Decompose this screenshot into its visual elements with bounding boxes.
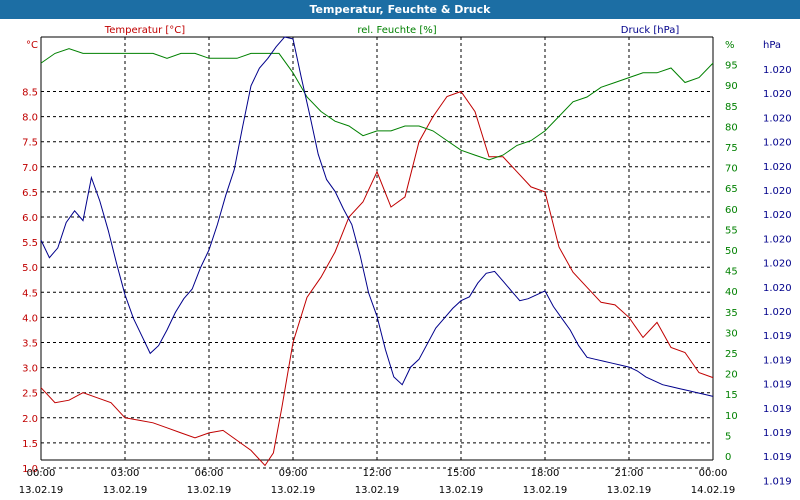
x-tick-date: 13.02.19 (523, 485, 568, 496)
pressure-tick-label: 1.020 (763, 65, 792, 76)
temperature-tick-label: 5.5 (22, 238, 38, 249)
pressure-tick-label: 1.020 (763, 283, 792, 294)
pressure-tick-label: 1.019 (763, 331, 792, 342)
x-tick-time: 15:00 (447, 468, 476, 479)
x-tick-date: 13.02.19 (103, 485, 148, 496)
temperature-tick-label: 6.0 (22, 213, 38, 224)
humidity-tick-label: % (725, 40, 735, 51)
pressure-tick-label: 1.020 (763, 113, 792, 124)
pressure-tick-label: 1.020 (763, 186, 792, 197)
pressure-tick-label: 1.020 (763, 89, 792, 100)
pressure-unit: hPa (763, 40, 781, 51)
humidity-tick-label: 75 (725, 143, 738, 154)
title-bar: Temperatur, Feuchte & Druck (0, 0, 800, 19)
axis-labels: Temperatur [°C] rel. Feuchte [%] Druck [hP… (19, 25, 792, 496)
humidity-tick-label: 35 (725, 308, 738, 319)
pressure-tick-label: 1.020 (763, 162, 792, 173)
humidity-tick-label: 70 (725, 164, 738, 175)
pressure-tick-label: 1.020 (763, 307, 792, 318)
pressure-tick-label: 1.020 (763, 138, 792, 149)
pressure-tick-label: 1.019 (763, 476, 792, 487)
pressure-tick-label: 1.019 (763, 380, 792, 391)
temperature-tick-label: 3.5 (22, 339, 38, 350)
x-tick-date: 13.02.19 (355, 485, 400, 496)
humidity-tick-label: 80 (725, 122, 738, 133)
pressure-tick-label: 1.019 (763, 355, 792, 366)
x-tick-date: 13.02.19 (271, 485, 316, 496)
temperature-tick-label: 6.5 (22, 188, 38, 199)
humidity-tick-label: 5 (725, 431, 731, 442)
temperature-tick-label: 8.0 (22, 113, 38, 124)
x-tick-time: 00:00 (27, 468, 56, 479)
temperature-tick-label: 3.0 (22, 364, 38, 375)
pressure-tick-label: 1.019 (763, 404, 792, 415)
humidity-tick-label: 60 (725, 205, 738, 216)
series-layer (40, 36, 714, 467)
x-tick-time: 06:00 (195, 468, 224, 479)
pressure-tick-label: 1.019 (763, 452, 792, 463)
legend-pressure: Druck [hPa] (621, 25, 680, 36)
legend-temperature: Temperatur [°C] (104, 25, 185, 36)
temperature-tick-label: 7.0 (22, 163, 38, 174)
humidity-tick-label: 20 (725, 370, 738, 381)
pressure-line (40, 36, 714, 397)
temperature-tick-label: 7.5 (22, 138, 38, 149)
humidity-tick-label: 40 (725, 287, 738, 298)
humidity-tick-label: 65 (725, 184, 738, 195)
humidity-line (40, 48, 714, 161)
legend-humidity: rel. Feuchte [%] (357, 25, 436, 36)
humidity-tick-label: 15 (725, 390, 738, 401)
temperature-tick-label: 4.0 (22, 313, 38, 324)
humidity-tick-label: 30 (725, 328, 738, 339)
grid (40, 37, 714, 469)
x-tick-time: 18:00 (531, 468, 560, 479)
x-tick-time: 21:00 (615, 468, 644, 479)
humidity-tick-label: 0 (725, 452, 731, 463)
temperature-tick-label: 2.0 (22, 414, 38, 425)
humidity-tick-label: 25 (725, 349, 738, 360)
x-tick-date: 13.02.19 (187, 485, 232, 496)
x-tick-time: 00:00 (699, 468, 728, 479)
x-tick-date: 14.02.19 (691, 485, 736, 496)
humidity-tick-label: 50 (725, 246, 738, 257)
temperature-tick-label: 1.0 (22, 464, 38, 475)
x-tick-date: 13.02.19 (607, 485, 652, 496)
x-tick-date: 13.02.19 (439, 485, 484, 496)
humidity-tick-label: 55 (725, 225, 738, 236)
x-tick-time: 03:00 (111, 468, 140, 479)
temperature-tick-label: 5.0 (22, 263, 38, 274)
temperature-tick-label: 2.5 (22, 389, 38, 400)
pressure-tick-label: 1.020 (763, 210, 792, 221)
x-tick-time: 09:00 (279, 468, 308, 479)
pressure-tick-label: 1.020 (763, 259, 792, 270)
temperature-tick-label: 4.5 (22, 288, 38, 299)
temperature-unit: °C (26, 40, 38, 51)
chart-title: Temperatur, Feuchte & Druck (309, 3, 491, 16)
humidity-tick-label: 90 (725, 81, 738, 92)
humidity-tick-label: 10 (725, 411, 738, 422)
x-tick-time: 12:00 (363, 468, 392, 479)
x-tick-date: 13.02.19 (19, 485, 64, 496)
pressure-tick-label: 1.020 (763, 234, 792, 245)
humidity-tick-label: 85 (725, 102, 738, 113)
temperature-tick-label: 8.5 (22, 88, 38, 99)
pressure-tick-label: 1.019 (763, 428, 792, 439)
humidity-tick-label: 45 (725, 267, 738, 278)
temperature-line (40, 90, 714, 467)
humidity-tick-label: 95 (725, 61, 738, 72)
temperature-tick-label: 1.5 (22, 439, 38, 450)
plot-frame (40, 36, 714, 461)
